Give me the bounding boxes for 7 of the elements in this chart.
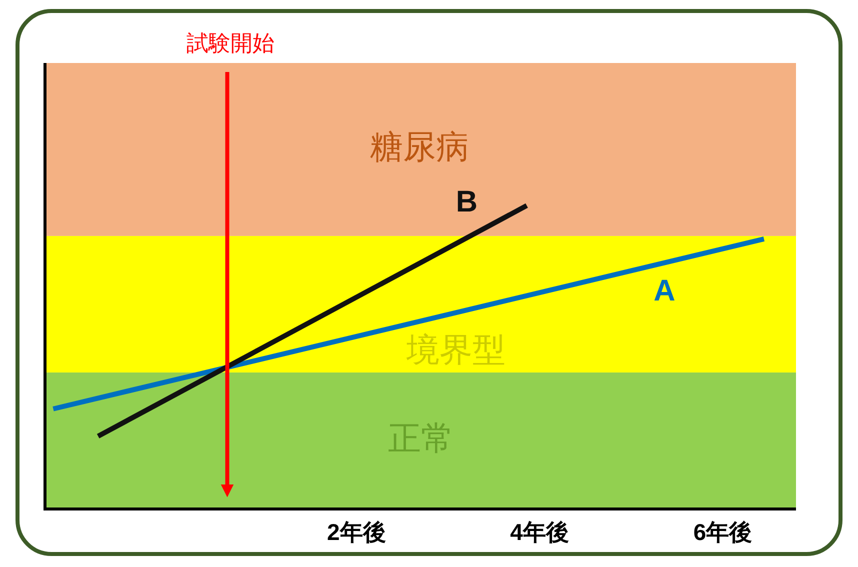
series-label: B <box>456 185 478 218</box>
x-tick-label: 2年後 <box>326 519 386 545</box>
series-label: A <box>654 274 676 308</box>
x-tick-label: 6年後 <box>693 519 752 545</box>
band-label: 糖尿病 <box>370 128 469 165</box>
ref-line-label: 試験開始 <box>186 30 274 56</box>
x-tick-label: 4年後 <box>510 519 569 545</box>
